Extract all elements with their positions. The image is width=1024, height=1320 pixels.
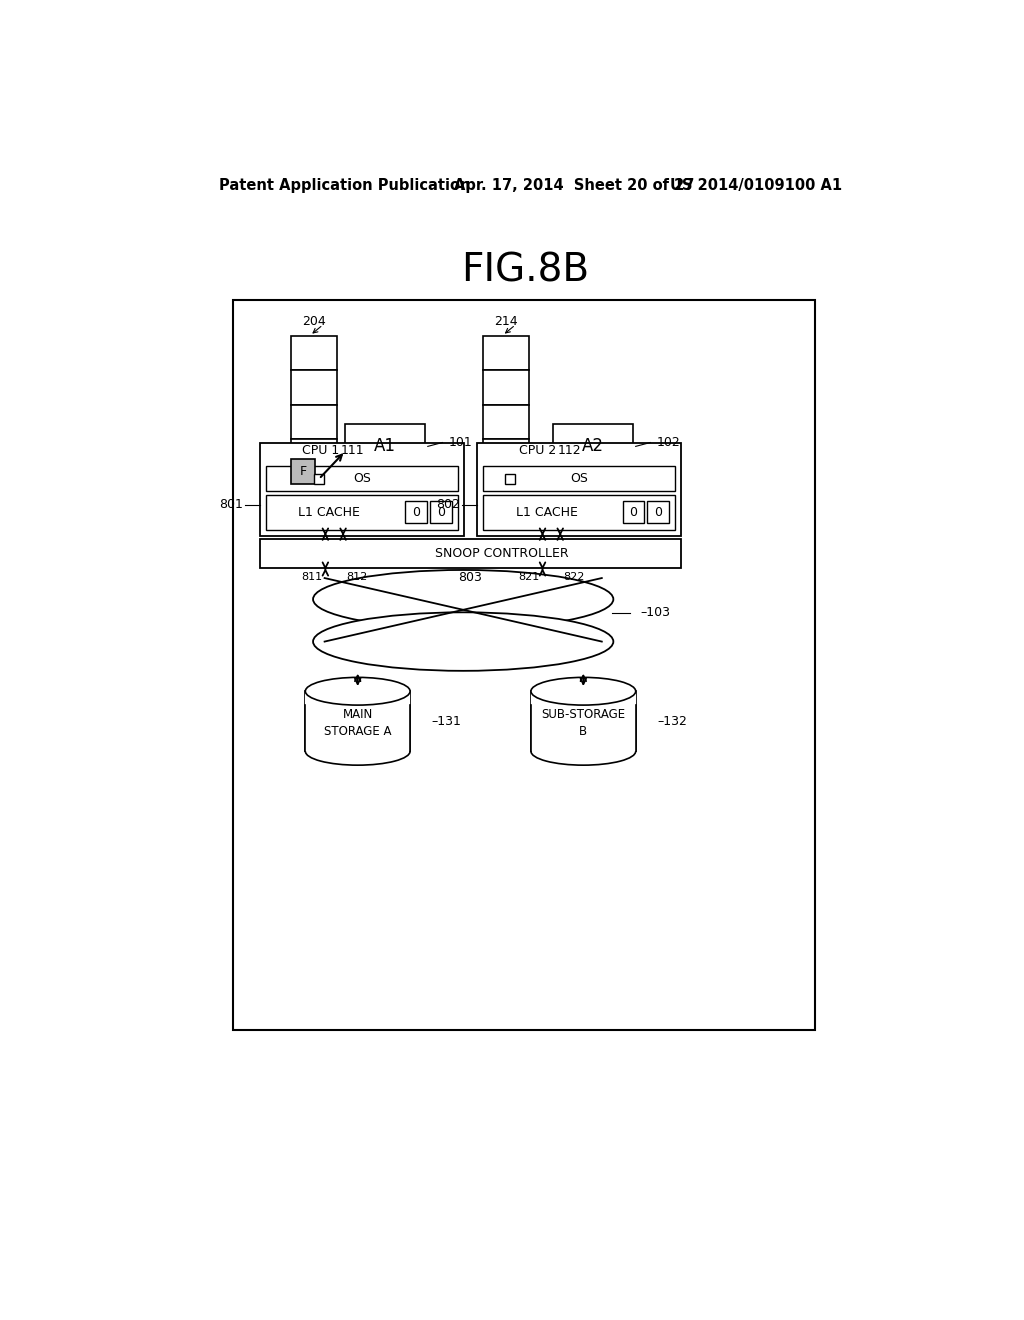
Text: –131: –131 (432, 714, 462, 727)
Text: Patent Application Publication: Patent Application Publication (219, 178, 471, 193)
Bar (291, 405, 337, 440)
Text: CPU 1: CPU 1 (302, 445, 340, 458)
Text: 811: 811 (301, 573, 323, 582)
Bar (505, 474, 515, 484)
Bar (291, 459, 315, 484)
Text: 812: 812 (346, 573, 368, 582)
Text: 0: 0 (654, 506, 662, 519)
Text: 801: 801 (219, 499, 243, 511)
Bar (260, 444, 464, 536)
Bar (406, 502, 427, 523)
Text: –103: –103 (640, 606, 671, 619)
Bar (647, 502, 669, 523)
Bar (291, 440, 337, 474)
Bar (483, 466, 675, 491)
Text: 111: 111 (341, 445, 365, 458)
Text: 822: 822 (563, 573, 585, 582)
Text: L1 CACHE: L1 CACHE (298, 506, 360, 519)
Bar (266, 495, 458, 529)
Text: F: F (299, 465, 306, 478)
Bar (260, 539, 681, 568)
Text: 0: 0 (630, 506, 637, 519)
Bar (483, 405, 529, 440)
Bar (233, 300, 815, 1030)
Bar (430, 502, 452, 523)
Text: Apr. 17, 2014  Sheet 20 of 27: Apr. 17, 2014 Sheet 20 of 27 (454, 178, 694, 193)
Bar (291, 370, 337, 405)
Text: 0: 0 (413, 506, 420, 519)
Text: US 2014/0109100 A1: US 2014/0109100 A1 (670, 178, 842, 193)
Text: A1: A1 (374, 437, 396, 455)
Bar (266, 466, 458, 491)
Text: OS: OS (570, 473, 588, 486)
Text: MAIN
STORAGE A: MAIN STORAGE A (324, 708, 391, 738)
Text: FIG.8B: FIG.8B (461, 251, 589, 289)
Text: 0: 0 (437, 506, 444, 519)
Bar (345, 424, 425, 469)
Text: 102: 102 (656, 436, 680, 449)
Bar (483, 440, 529, 474)
Bar (483, 370, 529, 405)
Bar (483, 335, 529, 370)
Text: 204: 204 (302, 315, 326, 329)
Text: A2: A2 (582, 437, 604, 455)
Bar (531, 692, 636, 751)
Bar (483, 495, 675, 529)
Text: 101: 101 (449, 436, 472, 449)
Text: –132: –132 (657, 714, 687, 727)
Ellipse shape (305, 677, 410, 705)
Bar (553, 424, 634, 469)
Bar (477, 444, 681, 536)
Text: SNOOP CONTROLLER: SNOOP CONTROLLER (434, 546, 568, 560)
Bar (623, 502, 644, 523)
Text: 803: 803 (459, 570, 482, 583)
Ellipse shape (531, 677, 636, 705)
Text: 112: 112 (558, 445, 582, 458)
Text: L1 CACHE: L1 CACHE (515, 506, 578, 519)
Bar (305, 692, 410, 751)
Text: SUB-STORAGE
B: SUB-STORAGE B (542, 708, 626, 738)
Bar (313, 474, 324, 484)
Text: 802: 802 (436, 499, 460, 511)
Ellipse shape (313, 612, 613, 671)
Text: 214: 214 (495, 315, 518, 329)
Ellipse shape (313, 570, 613, 628)
Bar (291, 335, 337, 370)
Text: CPU 2: CPU 2 (519, 445, 557, 458)
Text: OS: OS (353, 473, 371, 486)
Text: 821: 821 (518, 573, 540, 582)
